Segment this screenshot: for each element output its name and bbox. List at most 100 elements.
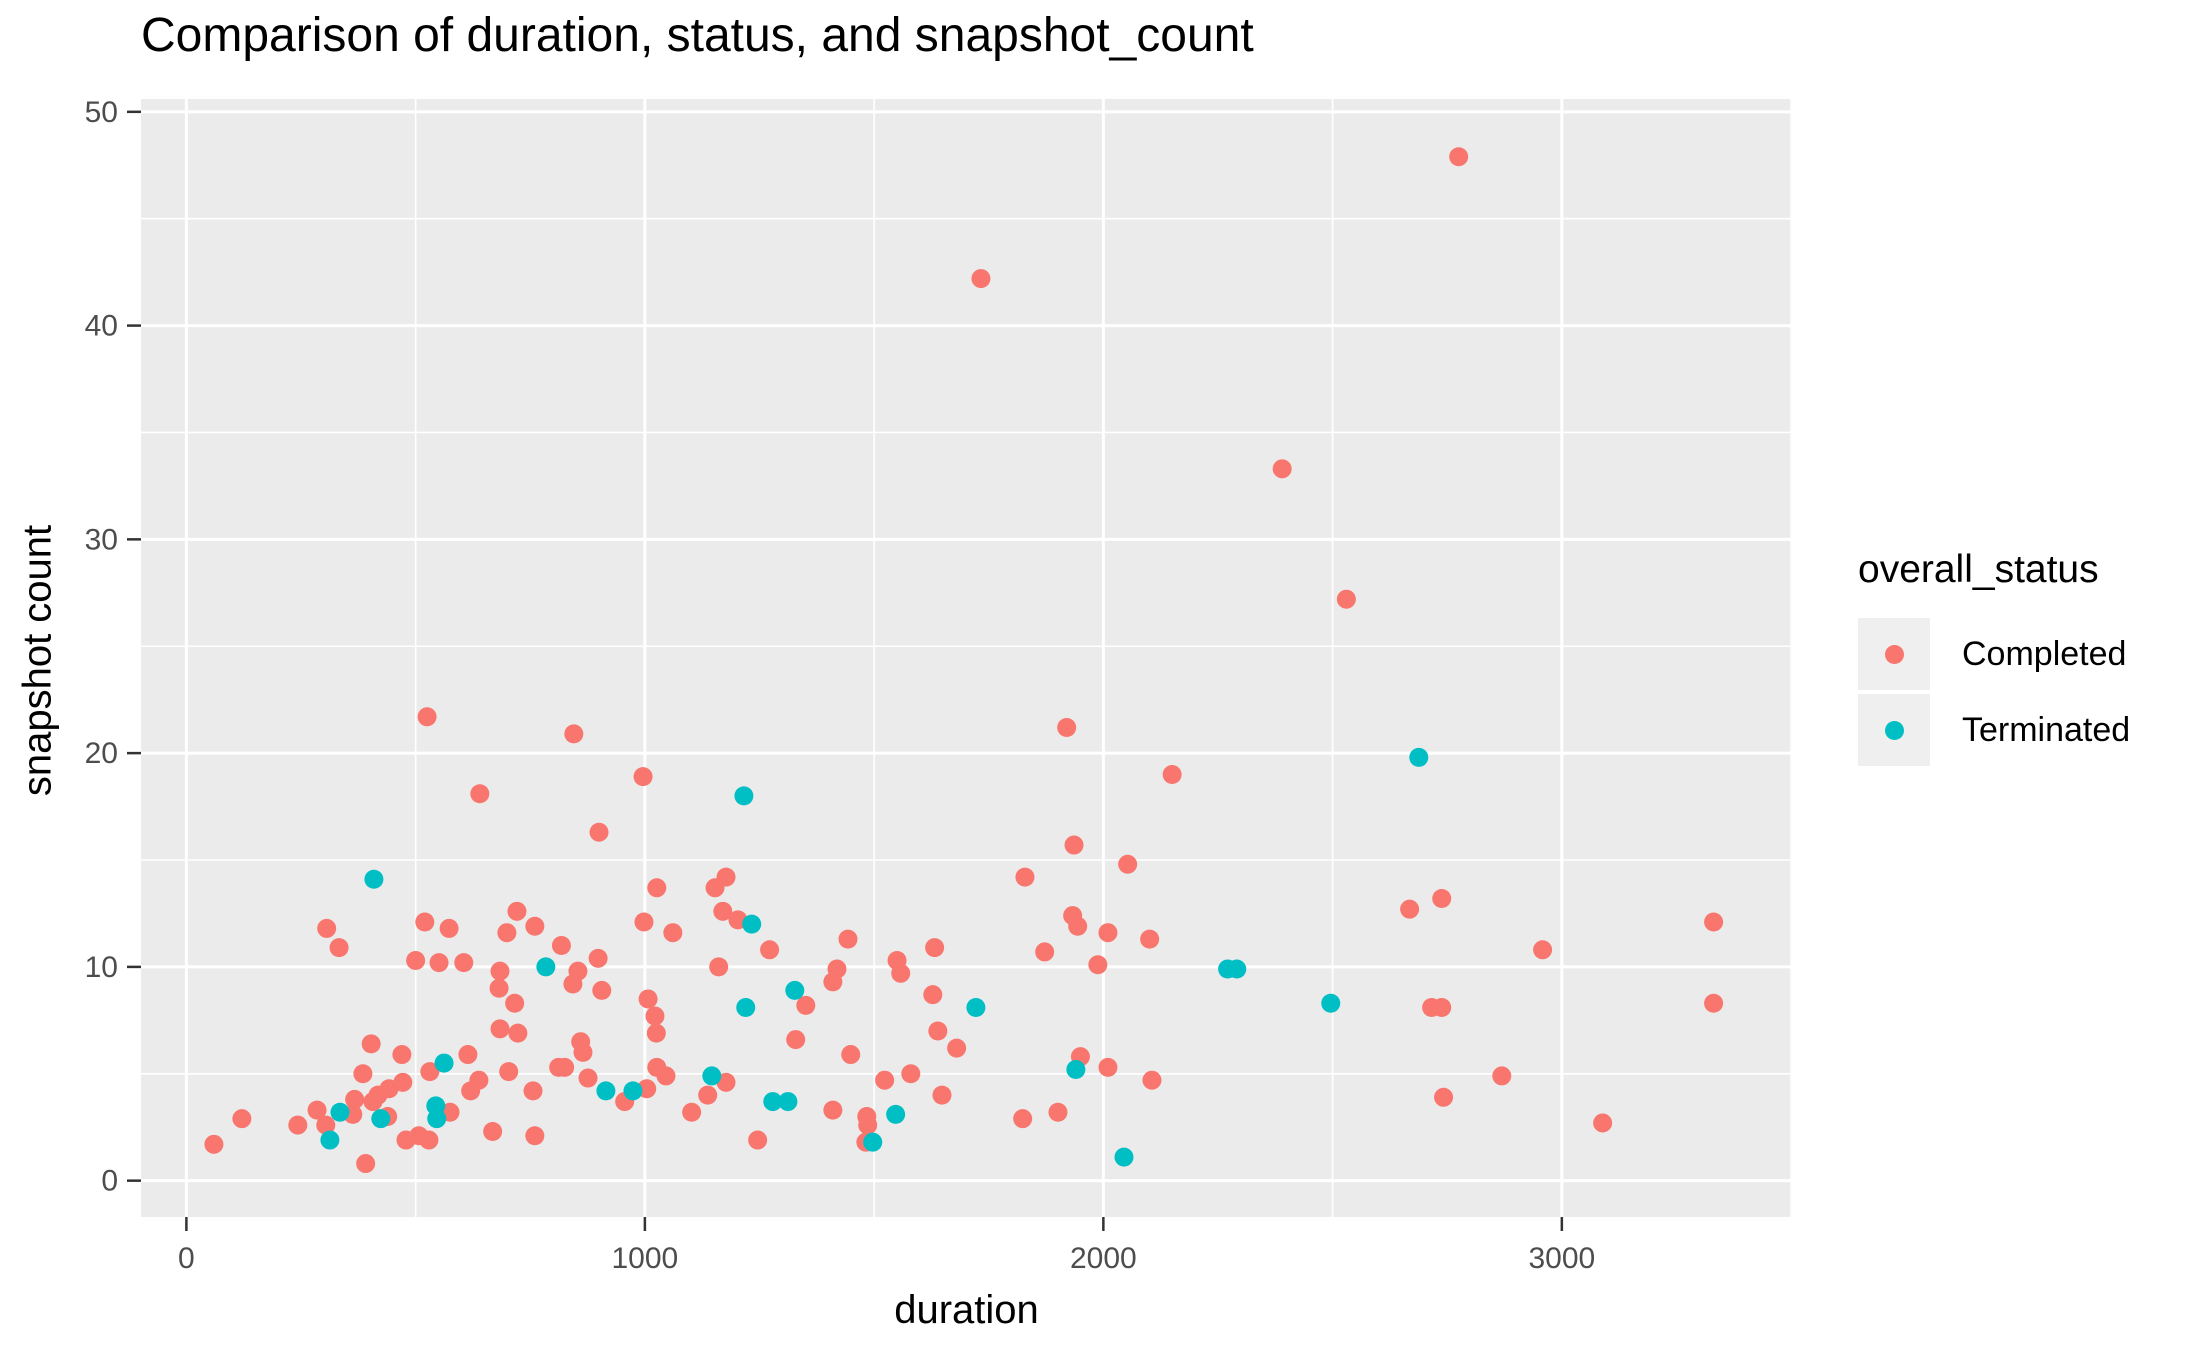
scatter-point-completed [525,1126,545,1146]
scatter-point-completed [823,1100,843,1120]
scatter-point-terminated [596,1081,616,1101]
scatter-point-completed [891,963,911,983]
completed-point-icon [1884,644,1904,664]
scatter-point-completed [507,901,527,921]
scatter-point-completed [1336,589,1356,609]
scatter-point-completed [663,923,683,943]
scatter-point-completed [578,1068,598,1088]
scatter-point-completed [682,1102,702,1122]
scatter-point-completed [698,1085,718,1105]
scatter-point-terminated [763,1092,783,1112]
scatter-point-completed [551,936,571,956]
scatter-point-completed [573,1042,593,1062]
y-tick-label: 50 [85,96,118,129]
scatter-point-completed [490,1019,510,1039]
scatter-point-completed [1098,923,1118,943]
scatter-point-terminated [536,957,556,977]
scatter-point-completed [499,1062,519,1082]
scatter-point-completed [489,978,509,998]
scatter-point-terminated [742,914,762,934]
scatter-point-terminated [736,998,756,1018]
scatter-point-completed [345,1089,365,1109]
scatter-point-completed [406,950,426,970]
scatter-point-completed [505,993,525,1013]
legend: overall_status Completed Terminated [1858,548,2130,770]
legend-label-terminated: Terminated [1962,710,2131,749]
legend-key [1858,694,1930,766]
scatter-point-terminated [734,786,754,806]
scatter-point-completed [483,1121,503,1141]
scatter-point-terminated [371,1109,391,1129]
scatter-point-completed [1449,147,1469,167]
scatter-point-completed [647,878,667,898]
scatter-point-completed [232,1109,252,1129]
scatter-point-completed [204,1134,224,1154]
scatter-point-completed [361,1034,381,1054]
scatter-point-terminated [785,980,805,1000]
x-tick-label: 2000 [1070,1242,1137,1275]
scatter-point-completed [458,1045,478,1065]
terminated-point-icon [1884,720,1904,740]
scatter-point-terminated [702,1066,722,1086]
scatter-point-completed [356,1154,376,1174]
scatter-point-completed [592,980,612,1000]
scatter-point-completed [439,918,459,938]
scatter-point-terminated [434,1053,454,1073]
scatter-point-completed [1272,459,1292,479]
scatter-point-completed [1434,1087,1454,1107]
scatter-point-completed [1162,765,1182,785]
scatter-point-terminated [1321,993,1341,1013]
scatter-point-completed [796,995,816,1015]
scatter-point-completed [925,938,945,958]
scatter-point-terminated [1409,747,1429,767]
scatter-point-completed [523,1081,543,1101]
scatter-point-completed [971,269,991,289]
scatter-point-terminated [364,869,384,889]
scatter-point-completed [1140,929,1160,949]
scatter-point-completed [923,985,943,1005]
legend-label-completed: Completed [1962,634,2127,673]
scatter-point-completed [1593,1113,1613,1133]
scatter-point-completed [564,724,584,744]
scatter-point-completed [1088,955,1108,975]
scatter-point-terminated [427,1109,447,1129]
scatter-point-completed [393,1072,413,1092]
scatter-point-terminated [778,1092,798,1112]
scatter-point-completed [307,1100,327,1120]
y-tick-label: 40 [85,310,118,343]
scatter-point-completed [748,1130,768,1150]
y-axis-title: snapshot count [15,524,60,797]
scatter-point-completed [1048,1102,1068,1122]
scatter-point-completed [1064,835,1084,855]
scatter-point-completed [454,953,474,973]
scatter-point-terminated [623,1081,643,1101]
scatter-point-completed [317,918,337,938]
x-tick-label: 3000 [1528,1242,1595,1275]
scatter-point-completed [633,767,653,787]
scatter-point-completed [353,1064,373,1084]
scatter-point-completed [656,1066,676,1086]
scatter-point-completed [1432,998,1452,1018]
plot-panel [141,99,1792,1217]
scatter-point-completed [1057,717,1077,737]
scatter-point-completed [1118,854,1138,874]
scatter-point-completed [497,923,517,943]
scatter-point-completed [875,1070,895,1090]
scatter-point-completed [709,957,729,977]
scatter-point-completed [1704,912,1724,932]
scatter-point-completed [420,1062,440,1082]
scatter-point-completed [823,972,843,992]
scatter-point-completed [415,912,435,932]
y-tick-label: 10 [85,951,118,984]
scatter-point-completed [1432,888,1452,908]
scatter-point-completed [1035,942,1055,962]
scatter-point-completed [928,1021,948,1041]
y-tick-label: 30 [85,523,118,556]
scatter-point-completed [470,784,490,804]
scatter-point-completed [329,938,349,958]
scatter-point-terminated [330,1102,350,1122]
scatter-point-completed [1015,867,1035,887]
scatter-point-completed [713,901,733,921]
scatter-point-completed [508,1023,528,1043]
